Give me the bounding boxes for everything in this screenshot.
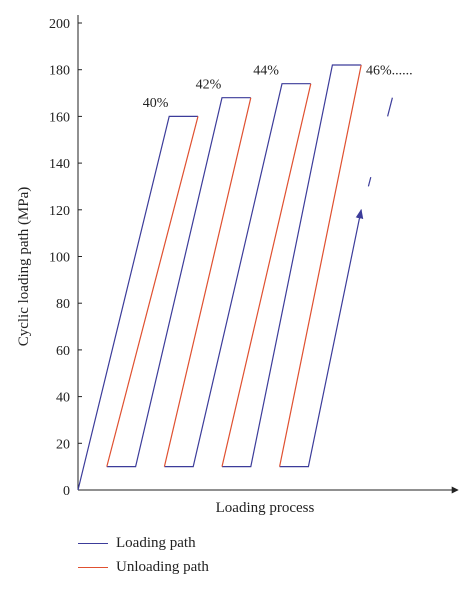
legend-label-loading: Loading path xyxy=(116,534,196,551)
percentage-annotations: 40% 42% 44% 46%...... xyxy=(143,63,413,111)
y-tick-label: 180 xyxy=(49,64,70,79)
y-tick-label: 40 xyxy=(56,391,70,406)
loading-path-segment xyxy=(106,97,251,468)
y-tick-label: 20 xyxy=(56,437,70,452)
loading-path-segment xyxy=(222,64,362,468)
loading-path-segment xyxy=(164,83,311,468)
y-tick-label: 80 xyxy=(56,297,70,312)
y-tick-label: 60 xyxy=(56,344,70,359)
loading-path-segment xyxy=(279,208,364,468)
y-tick-label: 120 xyxy=(49,204,70,219)
legend-item-unloading: Unloading path xyxy=(78,556,209,578)
y-tick-label: 100 xyxy=(49,251,70,266)
axes xyxy=(77,15,459,494)
y-tick-label: 200 xyxy=(49,17,70,32)
unloading-path-segment xyxy=(163,97,252,467)
unloading-path-segment xyxy=(106,116,199,467)
percentage-label: 42% xyxy=(196,77,222,92)
loading-path-swatch xyxy=(78,542,108,544)
y-axis-title: Cyclic loading path (MPa) xyxy=(16,187,32,347)
y-tick-label: 140 xyxy=(49,157,70,172)
cyclic-loading-chart: 0 20 40 60 80 100 120 140 160 180 200 40% 42% 44% 46%… xyxy=(16,15,459,516)
legend: Loading path Unloading path xyxy=(78,532,209,580)
unloading-path-segment xyxy=(221,83,312,467)
y-axis-ticks: 0 20 40 60 80 100 120 140 160 180 200 xyxy=(49,17,82,499)
series-1 xyxy=(106,64,362,467)
percentage-label: 44% xyxy=(253,63,279,78)
x-axis-title: Loading process xyxy=(216,500,315,516)
y-tick-label: 160 xyxy=(49,110,70,125)
y-tick-label: 0 xyxy=(63,484,70,499)
percentage-label: 46%...... xyxy=(366,63,413,78)
series-0 xyxy=(77,64,393,491)
loading-path-segment xyxy=(77,115,198,491)
legend-item-loading: Loading path xyxy=(78,532,209,554)
legend-label-unloading: Unloading path xyxy=(116,558,209,575)
unloading-path-segment xyxy=(279,64,362,467)
percentage-label: 40% xyxy=(143,96,169,111)
series-lines xyxy=(77,64,393,491)
loading-path-segment xyxy=(387,97,393,117)
loading-path-segment xyxy=(367,176,372,187)
unloading-path-swatch xyxy=(78,566,108,568)
